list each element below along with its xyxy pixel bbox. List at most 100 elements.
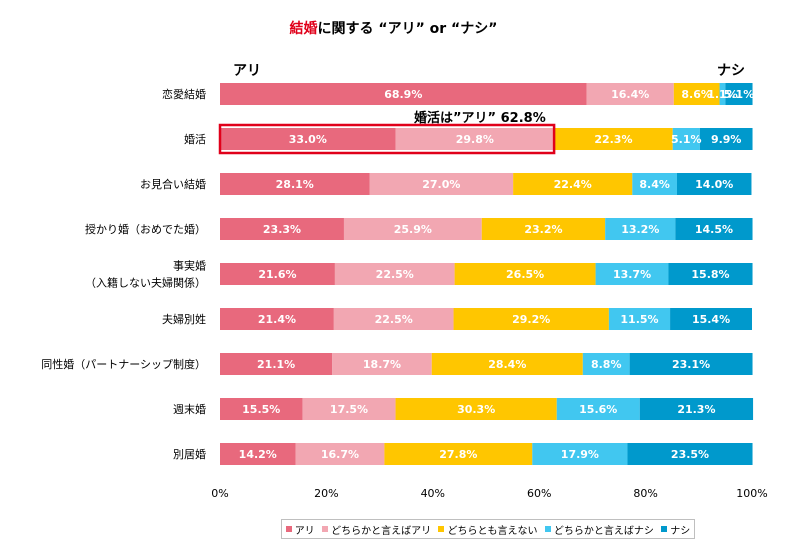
bar-segment (608, 308, 671, 330)
bar-segment (220, 308, 334, 330)
bar-segment (220, 218, 344, 240)
data-label: 8.4% (639, 178, 670, 191)
data-label: 1.1% (707, 88, 738, 101)
data-label: 13.2% (621, 223, 659, 236)
bar-segment (629, 353, 753, 375)
legend-swatch (544, 526, 551, 532)
bar-segment (220, 398, 303, 420)
data-label: 23.3% (263, 223, 301, 236)
data-label: 15.4% (692, 313, 730, 326)
data-label: 27.0% (422, 178, 460, 191)
legend-swatch (438, 526, 445, 532)
bar-segment (395, 128, 555, 150)
bar-segment (513, 173, 633, 195)
data-label: 33.0% (289, 133, 327, 146)
data-label: 15.8% (691, 268, 729, 281)
data-label: 23.1% (672, 358, 710, 371)
data-label: 14.0% (695, 178, 733, 191)
bar-segment (220, 443, 296, 465)
category-label: 事実婚 （入籍しない夫婦関係） (85, 259, 206, 290)
bar-segment (605, 218, 676, 240)
x-tick-label: 100% (736, 487, 767, 500)
bar-segment (384, 443, 533, 465)
bar-segment (556, 398, 640, 420)
bar-segment (395, 398, 557, 420)
category-label-line: 恋愛結婚 (162, 87, 206, 101)
category-label: 同性婚（パートナーシップ制度） (41, 357, 206, 371)
data-label: 15.6% (579, 403, 617, 416)
chart-title-highlight: 結婚 (289, 21, 318, 37)
bar-segment (699, 128, 753, 150)
bar-segment (302, 398, 396, 420)
category-label-line: 週末婚 (173, 402, 206, 416)
bar-segment (369, 173, 514, 195)
legend-item: どちらかと言えばナシ (544, 522, 654, 537)
data-label: 22.3% (594, 133, 632, 146)
data-label: 28.4% (488, 358, 526, 371)
data-label: 17.9% (561, 448, 599, 461)
data-label: 14.5% (695, 223, 733, 236)
bar-segment (454, 263, 596, 285)
legend-label: どちらとも言えない (447, 525, 538, 537)
bar-segment (220, 128, 396, 150)
highlight-box (218, 123, 556, 155)
data-label: 22.5% (375, 313, 413, 326)
data-label: 14.2% (239, 448, 277, 461)
data-label: 26.5% (506, 268, 544, 281)
legend-swatch (322, 526, 329, 532)
legend-item: どちらとも言えない (438, 522, 537, 537)
ari-end-label: アリ (233, 63, 261, 79)
data-label: 29.2% (512, 313, 550, 326)
x-tick-label: 80% (633, 487, 657, 500)
legend-swatch (661, 526, 668, 532)
data-label: 22.4% (554, 178, 592, 191)
bar-segment (670, 308, 752, 330)
data-label: 8.6% (681, 88, 712, 101)
data-label: 23.2% (524, 223, 562, 236)
bar-segment (481, 218, 606, 240)
category-label: 夫婦別姓 (162, 312, 206, 326)
x-tick-label: 60% (527, 487, 551, 500)
bar-segment (632, 173, 677, 195)
category-label-line: 授かり婚（おめでた婚） (85, 222, 206, 236)
legend-item: ナシ (661, 522, 690, 537)
category-label-line: 婚活 (184, 132, 206, 146)
data-label: 5.1% (724, 88, 755, 101)
callout-note: 婚活は”アリ” 62.8% (414, 111, 546, 126)
data-label: 21.6% (258, 268, 296, 281)
data-label: 68.9% (384, 88, 422, 101)
category-label-line: 同性婚（パートナーシップ制度） (41, 357, 206, 371)
data-label: 11.5% (620, 313, 658, 326)
category-label-line: 別居婚 (173, 447, 206, 461)
legend-swatch (285, 526, 292, 532)
data-label: 8.8% (591, 358, 622, 371)
bar-segment (554, 128, 673, 150)
nashi-end-label: ナシ (717, 63, 745, 79)
data-label: 28.1% (276, 178, 314, 191)
category-label: 婚活 (184, 132, 206, 146)
category-label: お見合い結婚 (140, 177, 206, 191)
data-label: 21.4% (258, 313, 296, 326)
category-label-line: お見合い結婚 (140, 177, 206, 191)
data-label: 29.8% (456, 133, 494, 146)
bar-segment (668, 263, 753, 285)
data-label: 16.4% (611, 88, 649, 101)
data-label: 16.7% (321, 448, 359, 461)
data-label: 5.1% (671, 133, 702, 146)
category-label: 授かり婚（おめでた婚） (85, 222, 206, 236)
data-label: 9.9% (711, 133, 742, 146)
chart-title: 結婚に関する “アリ” or “ナシ” (0, 18, 787, 38)
bar-segment (627, 443, 753, 465)
bar-segment (639, 398, 754, 420)
bar-segment (532, 443, 628, 465)
data-label: 27.8% (439, 448, 477, 461)
bar-segment (719, 83, 726, 105)
legend-item: どちらかと言えばアリ (322, 522, 431, 537)
category-label: 恋愛結婚 (162, 87, 206, 101)
bar-segment (295, 443, 385, 465)
bar-segment (334, 263, 455, 285)
bar-segment (220, 353, 333, 375)
data-label: 17.5% (330, 403, 368, 416)
